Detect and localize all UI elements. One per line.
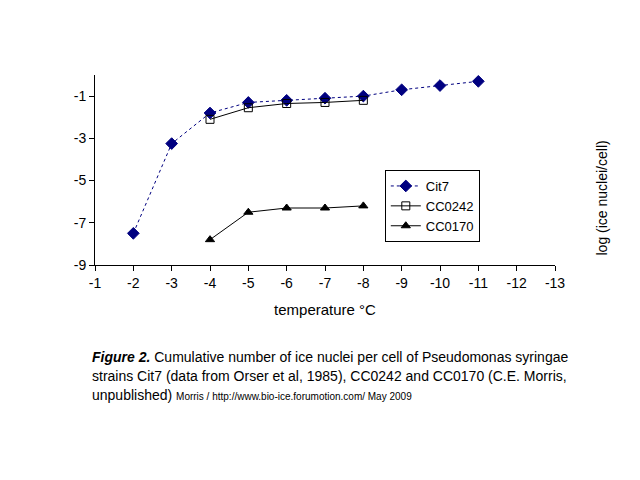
svg-text:-12: -12 <box>507 275 527 291</box>
svg-text:-3: -3 <box>165 275 178 291</box>
svg-text:-3: -3 <box>74 130 87 146</box>
svg-text:-2: -2 <box>127 275 140 291</box>
svg-text:-5: -5 <box>242 275 255 291</box>
svg-text:-5: -5 <box>74 172 87 188</box>
svg-text:-13: -13 <box>545 275 565 291</box>
svg-text:-1: -1 <box>74 88 87 104</box>
svg-text:-1: -1 <box>89 275 102 291</box>
svg-text:log (ice nuclei/cell): log (ice nuclei/cell) <box>594 140 610 255</box>
svg-text:-4: -4 <box>204 275 217 291</box>
svg-text:Cit7: Cit7 <box>426 179 449 194</box>
svg-text:temperature °C: temperature °C <box>274 301 376 318</box>
svg-text:-10: -10 <box>430 275 450 291</box>
svg-text:CC0170: CC0170 <box>426 219 474 234</box>
svg-text:-7: -7 <box>319 275 332 291</box>
svg-text:-11: -11 <box>469 275 488 291</box>
html-text:Figure 2. Cumulative number of: Figure 2. Cumulative number of ice nucle… <box>92 349 569 403</box>
svg-text:-8: -8 <box>357 275 370 291</box>
svg-text:-7: -7 <box>74 215 87 231</box>
svg-text:-9: -9 <box>74 257 87 273</box>
svg-text:-9: -9 <box>395 275 408 291</box>
svg-text:-6: -6 <box>280 275 293 291</box>
svg-text:CC0242: CC0242 <box>426 199 474 214</box>
